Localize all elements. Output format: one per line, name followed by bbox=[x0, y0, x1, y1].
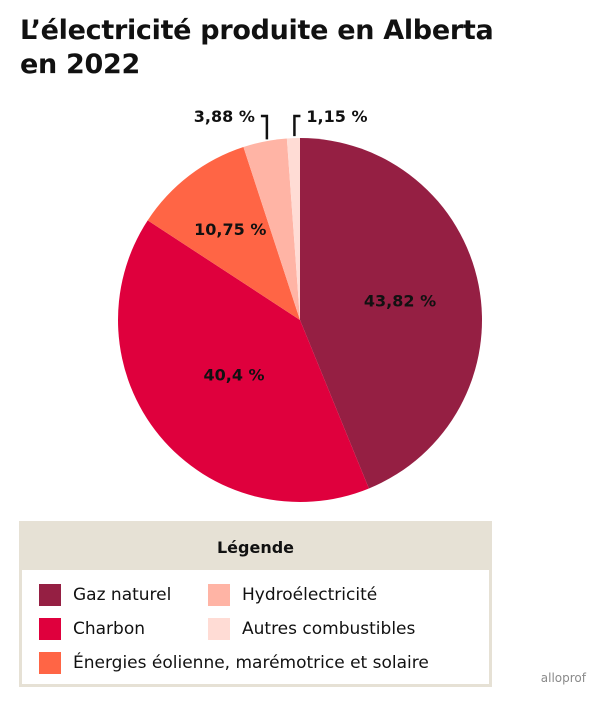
chart-title-line-1: L’électricité produite en Alberta bbox=[20, 15, 494, 46]
legend-swatch-charbon bbox=[39, 618, 61, 640]
legend-label-energies-renouvelables: Énergies éolienne, marémotrice et solair… bbox=[73, 653, 429, 673]
legend: Légende Gaz naturel Hydroélectricité Cha… bbox=[19, 521, 492, 687]
legend-item-hydroelectricite: Hydroélectricité bbox=[208, 584, 377, 606]
slice-label-charbon: 40,4 % bbox=[203, 365, 264, 384]
legend-swatch-energies-renouvelables bbox=[39, 652, 61, 674]
legend-item-charbon: Charbon bbox=[39, 618, 145, 640]
legend-heading: Légende bbox=[22, 524, 489, 570]
legend-swatch-hydroelectricite bbox=[208, 584, 230, 606]
legend-label-autres-combustibles: Autres combustibles bbox=[242, 619, 416, 639]
pie-slice-hydroelectricite bbox=[243, 138, 300, 320]
legend-item-autres-combustibles: Autres combustibles bbox=[208, 618, 415, 640]
chart-title-line-2: en 2022 bbox=[20, 49, 140, 80]
legend-item-energies-renouvelables: Énergies éolienne, marémotrice et solair… bbox=[39, 652, 429, 674]
leader-line-autres-combustibles bbox=[293, 114, 301, 137]
pie-slice-energies-renouvelables bbox=[147, 147, 300, 320]
pie-slice-charbon bbox=[117, 220, 369, 503]
legend-item-gaz-naturel: Gaz naturel bbox=[39, 584, 171, 606]
pie-slice-autres-combustibles bbox=[286, 138, 300, 320]
legend-label-hydroelectricite: Hydroélectricité bbox=[242, 585, 378, 605]
legend-swatch-gaz-naturel bbox=[39, 584, 61, 606]
slice-label-hydroelectricite: 3,88 % bbox=[194, 107, 255, 126]
chart-title: L’électricité produite en Alberta en 202… bbox=[20, 14, 494, 82]
leader-line-hydroelectricite bbox=[260, 114, 269, 140]
pie-slice-gaz-naturel bbox=[300, 138, 482, 489]
pie-chart: 43,82 % 40,4 % 10,75 % 3,88 % 1,15 % bbox=[117, 107, 482, 503]
slice-label-energies-renouvelables: 10,75 % bbox=[194, 220, 266, 239]
alloprof-logo: alloprof bbox=[540, 671, 586, 685]
legend-label-charbon: Charbon bbox=[73, 619, 146, 639]
slice-label-autres-combustibles: 1,15 % bbox=[306, 107, 367, 126]
slice-label-gaz-naturel: 43,82 % bbox=[364, 291, 436, 310]
legend-label-gaz-naturel: Gaz naturel bbox=[73, 585, 172, 605]
legend-swatch-autres-combustibles bbox=[208, 618, 230, 640]
